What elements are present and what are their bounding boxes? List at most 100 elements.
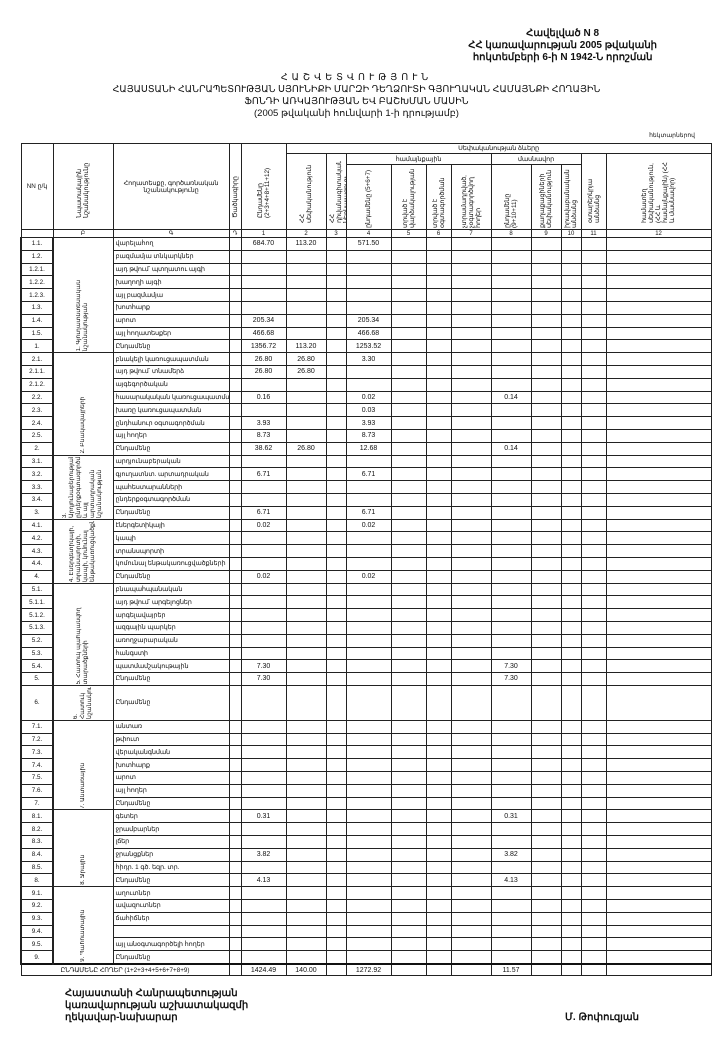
value-cell-col3	[325, 646, 347, 661]
value-cell-col0	[228, 313, 242, 328]
table-row: 2.1.1. այդ թվում՝ տնամերձ 26.80 26.80	[20, 364, 712, 379]
header-purpose-text: Նպատակային նշանակությունը	[76, 162, 90, 218]
value-cell-col11	[580, 860, 607, 875]
column-number: 3	[325, 229, 347, 238]
value-cell-col4	[345, 745, 392, 760]
value-cell-col12	[605, 899, 712, 913]
land-type-name: այլ հողատեսքեր	[112, 326, 230, 341]
value-cell-col5	[390, 847, 427, 862]
header-landtype: Հողատեսքը, գործառնական նշանակությունը	[112, 143, 230, 230]
value-cell-col9	[530, 646, 562, 661]
value-cell-col1	[240, 684, 287, 721]
value-cell-col4	[345, 796, 392, 811]
land-type-name: Ընդամենը	[112, 569, 230, 584]
value-cell-col11	[580, 809, 607, 824]
table-row: 8.5. հիդր. 1 գծ. եզր. տր.	[20, 860, 712, 875]
value-cell-col3	[325, 873, 347, 888]
value-cell-col5	[390, 467, 427, 482]
value-cell-col0	[228, 262, 242, 277]
value-cell-col3	[325, 745, 347, 760]
value-cell-col4	[345, 275, 392, 290]
value-cell-col10	[560, 886, 582, 901]
land-type-name: Ընդամենը	[112, 796, 230, 811]
row-number: 4.4.	[20, 556, 54, 571]
value-cell-col2: 26.80	[285, 364, 327, 379]
total-value-col10	[560, 963, 582, 977]
value-cell-col11	[580, 911, 607, 926]
table-row: 2.2. հասարակական կառուցապատման 0.16 0.02 0.1…	[20, 390, 712, 405]
value-cell-col6	[425, 262, 452, 277]
value-cell-col1	[240, 480, 287, 494]
value-cell-col5	[390, 454, 427, 469]
value-cell-col7	[450, 377, 492, 392]
table-row: 1.2.3. այլ բազմամյա	[20, 288, 712, 302]
value-cell-col10	[560, 835, 582, 849]
value-cell-col2	[285, 796, 327, 811]
value-cell-col4	[345, 719, 392, 734]
value-cell-col10	[560, 582, 582, 597]
value-cell-col3	[325, 924, 347, 939]
land-type-name: այդ թվում՝ արգելոցներ	[112, 595, 230, 610]
value-cell-col9	[530, 249, 562, 264]
value-cell-col9	[530, 796, 562, 811]
land-type-name: գյուղատնտ. արտադրական	[112, 467, 230, 482]
value-cell-col12	[605, 847, 712, 862]
value-cell-col12	[605, 544, 712, 558]
value-cell-col9	[530, 950, 562, 965]
table-row: 4.1. 4. Էներգետիկայի, տրանսպորտի, կապի, կ…	[20, 518, 712, 584]
value-cell-col2: 113.20	[285, 339, 327, 354]
value-cell-col12	[605, 950, 712, 965]
land-type-name: կապի	[112, 531, 230, 546]
value-cell-col5	[390, 518, 427, 533]
value-cell-col4	[345, 899, 392, 913]
value-cell-col5	[390, 809, 427, 824]
value-cell-col6	[425, 684, 452, 721]
value-cell-col1: 38.62	[240, 441, 287, 456]
value-cell-col7	[450, 480, 492, 494]
value-cell-col3	[325, 313, 347, 328]
value-cell-col3	[325, 377, 347, 392]
purpose-group-text: 1. Գյուղատնտեսական նշանակության	[76, 279, 90, 352]
value-cell-col10	[560, 809, 582, 824]
value-cell-col10	[560, 672, 582, 686]
value-cell-col6	[425, 771, 452, 785]
value-cell-col11	[580, 288, 607, 302]
value-cell-col7	[450, 582, 492, 597]
value-cell-col0	[228, 556, 242, 571]
value-cell-col2	[285, 416, 327, 430]
header-private: մասնավոր	[490, 153, 582, 165]
value-cell-col10	[560, 911, 582, 926]
land-type-name: խառը կառուցապատման	[112, 403, 230, 418]
header-c8-text: ընդամենը (9+10+11)	[504, 193, 518, 228]
value-cell-col12	[605, 595, 712, 610]
value-cell-col12	[605, 531, 712, 546]
total-row: ԸՆԴԱՄԵՆԸ ՀՈՂԵՐ (1+2+3+4+5+6+7+8+9) 1424.4…	[20, 963, 712, 977]
value-cell-col1	[240, 403, 287, 418]
value-cell-col0	[228, 873, 242, 888]
value-cell-col5	[390, 796, 427, 811]
value-cell-col0	[228, 518, 242, 533]
column-number: 1	[240, 229, 287, 238]
table-row: 7.5. արոտ	[20, 771, 712, 785]
table-row: 8.2. ջրամբարներ	[20, 822, 712, 837]
land-type-name: ջրանցքներ	[112, 847, 230, 862]
land-type-name: լճեր	[112, 835, 230, 849]
value-cell-col12	[605, 873, 712, 888]
total-value-col8: 11.57	[490, 963, 532, 977]
value-cell-col11	[580, 544, 607, 558]
land-type-name: Ընդամենը	[112, 672, 230, 686]
land-type-name	[112, 924, 230, 939]
value-cell-col4	[345, 633, 392, 648]
value-cell-col12	[605, 783, 712, 798]
value-cell-col1: 26.80	[240, 364, 287, 379]
value-cell-col11	[580, 745, 607, 760]
value-cell-col11	[580, 403, 607, 418]
value-cell-col6	[425, 390, 452, 405]
value-cell-col10	[560, 531, 582, 546]
land-type-name: առողջարարական	[112, 633, 230, 648]
value-cell-col6	[425, 569, 452, 584]
value-cell-col4	[345, 492, 392, 507]
value-cell-col9	[530, 300, 562, 315]
value-cell-col6	[425, 249, 452, 264]
value-cell-col3	[325, 237, 347, 251]
